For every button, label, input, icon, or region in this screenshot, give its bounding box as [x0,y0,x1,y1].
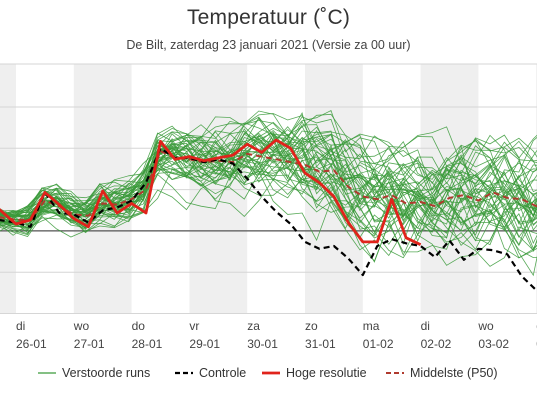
x-tick-day: vr [189,319,199,333]
ensemble-run-line [0,125,537,245]
legend-item: Middelste (P50) [386,366,498,380]
x-tick-day: di [16,319,25,333]
x-tick-date: 26-01 [16,337,47,351]
ensemble-run-line [0,116,537,238]
day-band [0,64,16,313]
ensemble-run-line [0,147,537,230]
x-tick-day: do [132,319,146,333]
x-tick-date: 01-02 [363,337,394,351]
x-tick-day: wo [73,319,90,333]
chart-subtitle: De Bilt, zaterdag 23 januari 2021 (Versi… [126,38,411,52]
x-tick-date: 03-02 [478,337,509,351]
x-tick-date: 31-01 [305,337,336,351]
legend-item: Hoge resolutie [262,366,367,380]
ensemble-run-line [0,136,537,235]
x-tick-day: zo [305,319,318,333]
legend-label: Hoge resolutie [286,366,367,380]
ensemble-run-line [0,113,537,259]
ensemble-run-line [0,136,537,217]
x-tick-date: 02-02 [421,337,452,351]
x-tick-date: 29-01 [189,337,220,351]
ensemble-run-line [0,117,537,223]
high-res-line [0,138,422,246]
day-band [305,64,363,313]
ensemble-run-line [0,133,537,251]
chart-legend: Verstoorde runs Controle Hoge resolutie Mid… [38,366,498,380]
x-axis-ticks: di 26-01 wo 27-01 do 28-01 vr 29-01 za 30-01 zo 31-… [16,319,537,351]
ensemble-run-line [0,132,537,236]
x-tick-day: ma [363,319,380,333]
main-series [0,138,537,292]
ensemble-run-line [0,133,537,259]
median-line [0,150,537,221]
legend-label: Controle [199,366,246,380]
x-tick-day: di [421,319,430,333]
x-tick-day: za [247,319,260,333]
day-band [189,64,248,313]
x-tick-day: wo [477,319,494,333]
chart-title: Temperatuur (˚C) [186,6,351,29]
x-tick-date: 28-01 [132,337,163,351]
x-tick-date: 30-01 [247,337,278,351]
ensemble-run-line [0,121,537,239]
legend-item: Verstoorde runs [38,366,150,380]
legend-label: Middelste (P50) [410,366,498,380]
x-tick-date: 27-01 [74,337,105,351]
ensemble-run-line [0,126,537,242]
ensemble-run-line [0,124,537,243]
legend-label: Verstoorde runs [62,366,150,380]
legend-item: Controle [175,366,246,380]
